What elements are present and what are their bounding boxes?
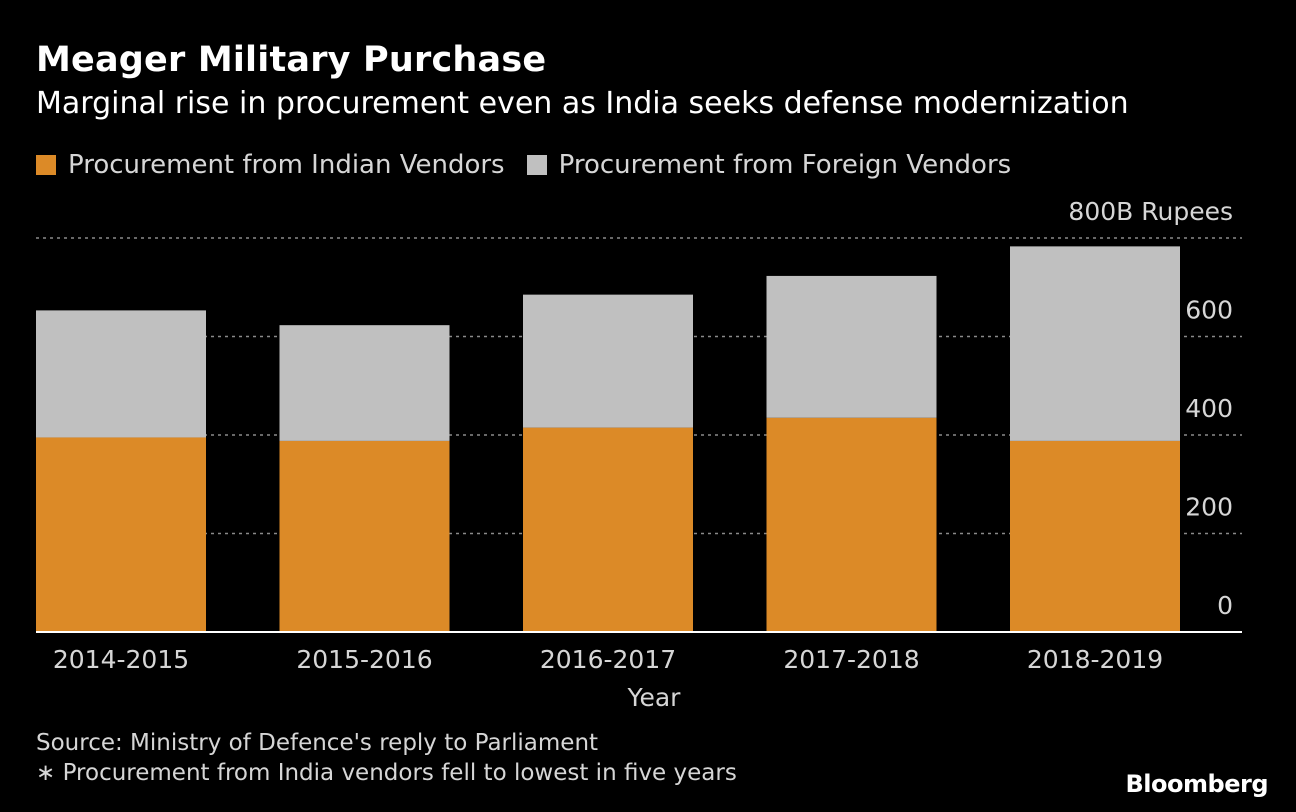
x-axis-title: Year [627,683,682,712]
bar-2015-2016-indian [279,440,450,632]
x-axis-labels: 2014-2015 2015-2016 2016-2017 2017-2018 2018… [53,645,1163,674]
bar-2014-2015-indian [36,437,206,632]
y-tick-label-600: 600 [1185,296,1233,325]
legend: Procurement from Indian Vendors Procurem… [36,150,1033,180]
legend-item-foreign-vendors: Procurement from Foreign Vendors [526,150,1012,180]
y-tick-label-200: 200 [1185,493,1233,522]
bar-2018-2019-foreign [1010,246,1180,441]
y-tick-label-800: 800B Rupees [1068,197,1233,226]
legend-item-indian-vendors: Procurement from Indian Vendors [36,150,505,180]
bars [36,246,1180,632]
y-axis-labels: 0 200 400 600 800B Rupees [1068,197,1233,620]
legend-label-indian: Procurement from Indian Vendors [68,150,505,180]
bar-2016-2017-foreign [523,294,693,428]
bloomberg-logo: Bloomberg [1125,770,1269,798]
x-tick-label-2018-2019: 2018-2019 [1027,645,1163,674]
y-tick-label-400: 400 [1185,394,1233,423]
legend-label-foreign: Procurement from Foreign Vendors [558,150,1012,180]
x-tick-label-2015-2016: 2015-2016 [296,645,432,674]
bar-2017-2018-indian [766,417,937,632]
x-tick-label-2016-2017: 2016-2017 [540,645,676,674]
chart-title: Meager Military Purchase [36,40,547,80]
x-tick-label-2017-2018: 2017-2018 [783,645,919,674]
x-tick-label-2014-2015: 2014-2015 [53,645,189,674]
footnote: ∗ Procurement from India vendors fell to… [36,760,737,786]
chart-subtitle: Marginal rise in procurement even as Ind… [36,86,1129,121]
bar-2016-2017-indian [523,427,693,632]
y-tick-label-0: 0 [1217,591,1233,620]
bar-2015-2016-foreign [279,325,450,441]
bar-2018-2019-indian [1010,440,1180,632]
legend-swatch-indian [36,155,56,175]
bar-2014-2015-foreign [36,310,206,438]
bar-2017-2018-foreign [766,275,937,418]
legend-swatch-foreign [526,155,547,175]
source-note: Source: Ministry of Defence's reply to P… [36,730,599,756]
